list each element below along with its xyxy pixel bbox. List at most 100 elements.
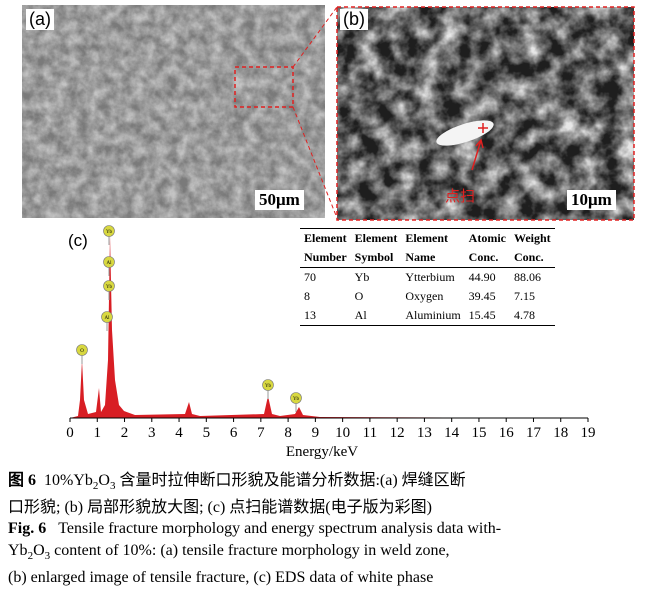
x-tick-label: 0 bbox=[66, 425, 74, 441]
caption-label: Fig. 6 bbox=[8, 520, 47, 537]
peak-label: Yb bbox=[293, 397, 300, 402]
header-cell: Symbol bbox=[350, 248, 402, 268]
caption-label: 图 6 bbox=[8, 472, 37, 489]
table-cell: Ytterbium bbox=[405, 270, 455, 284]
peak-marker bbox=[103, 280, 115, 292]
table-cell: 39.45 bbox=[468, 289, 496, 303]
panel-b-border bbox=[336, 6, 635, 221]
x-tick-label: 7 bbox=[257, 425, 265, 441]
header-cell: Name bbox=[401, 248, 465, 268]
table-cell: 44.90 bbox=[468, 270, 496, 284]
scale-bar: 50μm bbox=[255, 190, 304, 210]
caption-text: (b) enlarged image of tensile fracture, … bbox=[8, 569, 434, 587]
caption-en: Fig. 6 Tensile fracture morphology and e… bbox=[8, 518, 501, 589]
table-cell: 7.15 bbox=[514, 289, 535, 303]
peak-marker bbox=[103, 256, 115, 268]
table-row: 8 O Oxygen 39.45 7.15 bbox=[300, 287, 555, 306]
table-cell: Aluminium bbox=[405, 308, 461, 322]
header-cell: Conc. bbox=[510, 248, 555, 268]
caption-text: Yb bbox=[8, 542, 28, 559]
table-row: 70 Yb Ytterbium 44.90 88.06 bbox=[300, 268, 555, 288]
x-tick-label: 10 bbox=[335, 425, 350, 441]
caption-text: 口形貌; (b) 局部形貌放大图; (c) 点扫能谱数据(电子版为彩图) bbox=[8, 499, 432, 517]
peak-marker bbox=[262, 379, 274, 391]
caption-text: O bbox=[98, 472, 110, 489]
peak-label: Al bbox=[107, 261, 113, 266]
scale-bar: 10μm bbox=[567, 190, 616, 210]
arrow bbox=[471, 138, 484, 171]
x-tick-label: 19 bbox=[581, 425, 596, 441]
table-cell: Yb bbox=[354, 270, 370, 284]
peak-label: Al bbox=[105, 316, 111, 321]
header-cell: Atomic bbox=[468, 231, 506, 245]
caption-cn: 图 6 10%Yb2O3 含量时拉伸断口形貌及能谱分析数据:(a) 焊缝区断 口… bbox=[8, 470, 466, 519]
x-axis-label: Energy/keV bbox=[286, 444, 358, 460]
x-tick-label: 16 bbox=[499, 425, 515, 441]
sem-texture-b bbox=[337, 7, 634, 220]
caption-text: content of 10%: (a) tensile fracture mor… bbox=[50, 542, 450, 559]
caption-text: 3 bbox=[44, 550, 51, 563]
table-cell: 8 bbox=[304, 289, 310, 303]
zoom-line bbox=[292, 106, 338, 219]
peak-label: Yb bbox=[106, 285, 113, 290]
x-tick-label: 12 bbox=[390, 425, 405, 441]
x-tick-label: 8 bbox=[284, 425, 292, 441]
x-tick-label: 3 bbox=[148, 425, 156, 441]
table-cell: Al bbox=[354, 308, 367, 322]
header-cell: Conc. bbox=[464, 248, 510, 268]
x-tick-label: 5 bbox=[203, 425, 211, 441]
peak-marker bbox=[76, 344, 88, 356]
figure: 点扫 (c) 0 1 2 3 4 5 6 7 8 9 10 11 12 13 14 15 16 17 18 19 Yb… bbox=[22, 5, 635, 460]
caption-text: Tensile fracture morphology and energy s… bbox=[58, 520, 502, 537]
panel-label: (b) bbox=[340, 9, 368, 30]
caption-text: 2 bbox=[27, 550, 34, 563]
peak-marker bbox=[103, 225, 115, 237]
table-row: Element Element Element Atomic Weight bbox=[300, 229, 555, 249]
zoom-line bbox=[292, 6, 338, 68]
caption-text: 2 bbox=[92, 480, 99, 493]
zoom-box bbox=[234, 66, 294, 108]
header-cell: Element bbox=[354, 231, 398, 245]
annotation: 点扫 bbox=[445, 188, 475, 205]
table-row: Number Symbol Name Conc. Conc. bbox=[300, 248, 555, 268]
caption-text: O bbox=[33, 542, 45, 559]
peak-marker bbox=[101, 311, 113, 323]
table-cell: 4.78 bbox=[514, 308, 535, 322]
x-tick-label: 1 bbox=[94, 425, 102, 441]
header-cell: Number bbox=[300, 248, 351, 268]
x-tick-label: 14 bbox=[444, 425, 460, 441]
header-cell: Weight bbox=[514, 231, 551, 245]
peak-label: Yb bbox=[265, 384, 272, 389]
caption-text: 10%Yb bbox=[44, 472, 93, 489]
table-cell: 15.45 bbox=[468, 308, 496, 322]
point-marker bbox=[478, 123, 488, 133]
header-cell: Element bbox=[405, 231, 448, 245]
x-tick-label: 6 bbox=[230, 425, 238, 441]
table-cell: Oxygen bbox=[405, 289, 444, 303]
table-row: 13 Al Aluminium 15.45 4.78 bbox=[300, 306, 555, 326]
caption-text: 3 bbox=[109, 480, 116, 493]
x-tick-label: 4 bbox=[175, 425, 183, 441]
x-tick-label: 13 bbox=[417, 425, 432, 441]
sem-texture-a bbox=[22, 5, 325, 218]
x-tick-label: 18 bbox=[553, 425, 568, 441]
caption-text: 含量时拉伸断口形貌及能谱分析数据:(a) 焊缝区断 bbox=[115, 472, 466, 489]
header-cell: Element bbox=[304, 231, 347, 245]
peak-marker bbox=[290, 392, 302, 404]
x-tick-label: 9 bbox=[312, 425, 320, 441]
eds-table: Element Element Element Atomic Weight Number S… bbox=[300, 228, 555, 326]
peak-label: O bbox=[80, 349, 84, 354]
table-cell: 70 bbox=[304, 270, 316, 284]
x-tick-label: 17 bbox=[526, 425, 542, 441]
panel-label: (c) bbox=[68, 231, 88, 250]
table-cell: 13 bbox=[304, 308, 316, 322]
table-cell: O bbox=[354, 289, 364, 303]
x-tick-label: 2 bbox=[121, 425, 129, 441]
x-tick-label: 11 bbox=[363, 425, 377, 441]
white-phase bbox=[436, 120, 494, 146]
peak-label: Yb bbox=[106, 230, 113, 235]
panel-label: (a) bbox=[26, 9, 54, 30]
table-cell: 88.06 bbox=[514, 270, 541, 284]
x-tick-label: 15 bbox=[471, 425, 486, 441]
